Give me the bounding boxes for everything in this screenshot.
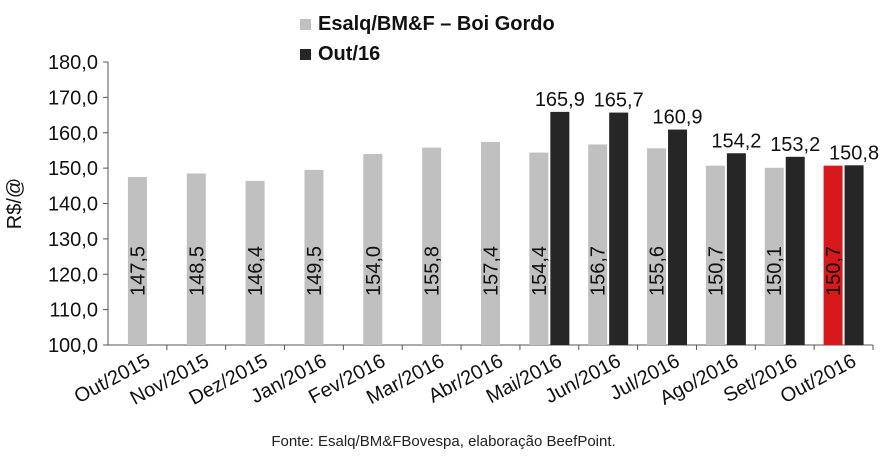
bar-boi-gordo xyxy=(705,165,725,345)
bar-boi-gordo xyxy=(529,152,549,345)
y-tick-label: 150,0 xyxy=(48,158,98,180)
data-label-boi-gordo: 155,8 xyxy=(422,246,444,296)
source-note: Fonte: Esalq/BM&FBovespa, elaboração Bee… xyxy=(271,433,616,450)
y-tick-label: 130,0 xyxy=(48,229,98,251)
data-label-boi-gordo: 150,7 xyxy=(823,246,845,296)
bar-boi-gordo xyxy=(245,180,265,345)
bar-boi-gordo xyxy=(764,167,784,345)
bar-out16 xyxy=(785,156,805,345)
data-label-out16: 150,8 xyxy=(829,142,879,164)
data-label-boi-gordo: 154,4 xyxy=(529,246,551,296)
legend-item-boi-gordo-swatch xyxy=(300,19,311,30)
data-label-out16: 165,9 xyxy=(535,89,585,111)
bar-out16 xyxy=(550,111,570,345)
data-label-boi-gordo: 155,6 xyxy=(647,246,669,296)
bar-boi-gordo xyxy=(127,176,147,345)
data-label-boi-gordo: 157,4 xyxy=(481,246,503,296)
bar-boi-gordo xyxy=(481,141,500,345)
legend-item-out16-swatch xyxy=(300,49,311,60)
y-tick-label: 110,0 xyxy=(49,300,98,322)
data-label-out16: 165,7 xyxy=(594,90,644,112)
data-label-out16: 154,2 xyxy=(711,130,761,152)
y-tick-label: 160,0 xyxy=(48,123,98,145)
legend-item-boi-gordo-label: Esalq/BM&F – Boi Gordo xyxy=(318,13,555,35)
data-label-out16: 160,9 xyxy=(653,107,703,129)
bar-boi-gordo xyxy=(304,169,324,345)
data-label-boi-gordo: 149,5 xyxy=(304,246,326,296)
data-label-boi-gordo: 156,7 xyxy=(588,246,610,296)
y-axis-label: R$/@ xyxy=(4,178,26,229)
bar-boi-gordo xyxy=(186,173,206,345)
data-label-boi-gordo: 146,4 xyxy=(245,246,267,296)
data-label-boi-gordo: 147,5 xyxy=(127,246,149,296)
bar-boi-gordo xyxy=(422,147,442,345)
bar-out16 xyxy=(609,112,629,346)
bar-chart: 100,0 110,0 120,0 130,0 140,0 150,0 160,0 170,0… xyxy=(4,13,879,410)
bar-out16 xyxy=(668,129,688,345)
bar-boi-gordo xyxy=(588,144,608,345)
y-tick-label: 100,0 xyxy=(48,335,98,357)
bar-out16 xyxy=(844,165,864,345)
data-label-boi-gordo: 150,1 xyxy=(764,246,786,296)
bar-out16 xyxy=(726,153,746,345)
bar-boi-gordo xyxy=(647,148,667,345)
data-label-out16: 153,2 xyxy=(770,134,820,156)
y-tick-label: 140,0 xyxy=(48,194,98,216)
y-tick-label: 180,0 xyxy=(48,52,98,74)
data-label-boi-gordo: 154,0 xyxy=(363,246,385,296)
legend-item-out16-label: Out/16 xyxy=(318,43,380,65)
bar-boi-gordo xyxy=(363,153,383,345)
data-label-boi-gordo: 148,5 xyxy=(186,246,208,296)
data-label-boi-gordo: 150,7 xyxy=(705,246,727,296)
bar-boi-gordo xyxy=(823,165,843,345)
y-tick-label: 120,0 xyxy=(48,264,98,286)
y-tick-label: 170,0 xyxy=(48,87,98,109)
